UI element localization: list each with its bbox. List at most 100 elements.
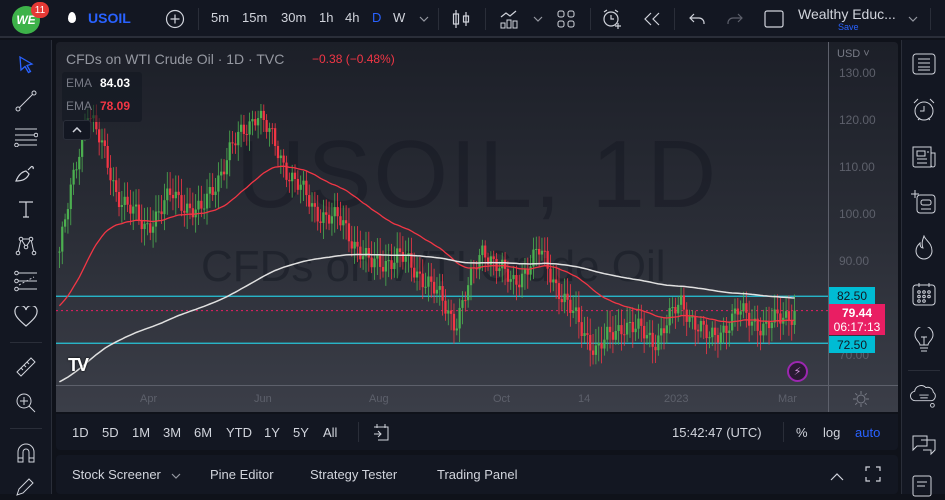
icon-tool[interactable]	[13, 304, 39, 330]
chart-type-button[interactable]	[450, 8, 472, 30]
alert-button[interactable]	[601, 8, 623, 30]
percent-scale-toggle[interactable]: %	[796, 425, 808, 440]
lightning-icon: ⚡	[793, 366, 802, 378]
zoom-in-tool[interactable]	[13, 390, 39, 416]
divider	[930, 8, 931, 30]
fullscreen-toggle-button[interactable]	[763, 8, 785, 30]
oil-drop-icon	[68, 12, 76, 23]
notification-badge: 11	[31, 2, 49, 18]
hotlists-button[interactable]	[910, 234, 938, 262]
candlestick-chart[interactable]	[56, 42, 828, 385]
time-tick: Mar	[778, 393, 797, 405]
brush-tool[interactable]	[13, 160, 39, 186]
text-tool[interactable]	[13, 196, 39, 222]
expand-panel-button[interactable]	[830, 468, 844, 486]
ideas-button[interactable]	[910, 326, 938, 354]
flash-button[interactable]: ⚡	[787, 361, 808, 382]
indicators-button[interactable]	[498, 8, 520, 30]
trend-line-tool[interactable]	[13, 88, 39, 114]
divider	[908, 370, 940, 371]
interval-d[interactable]: D	[372, 10, 382, 25]
range-1y[interactable]: 1Y	[264, 425, 280, 440]
redo-icon	[727, 13, 743, 24]
layout-name[interactable]: Wealthy Educ...	[798, 6, 896, 22]
alerts-button[interactable]	[910, 96, 938, 124]
symbol-search-button[interactable]: USOIL	[88, 10, 131, 26]
range-6m[interactable]: 6M	[194, 425, 213, 440]
undo-button[interactable]	[686, 8, 708, 30]
save-link[interactable]: Save	[838, 22, 859, 32]
interval-4h[interactable]: 4h	[345, 10, 360, 25]
magnet-tool[interactable]	[13, 440, 39, 466]
auto-scale-toggle[interactable]: auto	[855, 425, 881, 440]
layout-button[interactable]	[555, 8, 577, 30]
bar-countdown: 06:17:13	[833, 319, 881, 334]
range-5y[interactable]: 5Y	[293, 425, 309, 440]
interval-dropdown[interactable]	[413, 8, 435, 30]
interval-15m[interactable]: 15m	[242, 10, 268, 25]
cursor-tool[interactable]	[13, 52, 39, 78]
interval-5m[interactable]: 5m	[211, 10, 230, 25]
ema-fast-label[interactable]: EMA	[66, 99, 93, 113]
lock-drawings-tool[interactable]	[13, 474, 39, 500]
calendar-button[interactable]	[910, 280, 938, 308]
chart-settings-button[interactable]	[853, 391, 869, 412]
layout-dropdown[interactable]	[902, 8, 924, 30]
compare-add-symbol-button[interactable]	[164, 8, 186, 30]
divider	[674, 8, 675, 30]
range-1d[interactable]: 1D	[72, 425, 89, 440]
current-price-label: 79.44 06:17:13	[829, 304, 885, 335]
notes-button[interactable]	[910, 472, 938, 500]
divider	[198, 8, 199, 30]
tab-strategy-tester[interactable]: Strategy Tester	[310, 467, 398, 482]
price-axis[interactable]: USD ˅ 130.00 120.00 110.00 100.00 90.00 …	[828, 42, 898, 385]
trend-line-icon	[15, 90, 37, 112]
interval-30m[interactable]: 30m	[281, 10, 307, 25]
range-1m[interactable]: 1M	[132, 425, 151, 440]
maximize-panel-button[interactable]	[865, 466, 881, 487]
range-ytd[interactable]: YTD	[226, 425, 252, 440]
watchlist-button[interactable]	[910, 50, 938, 78]
pencil-lock-icon	[16, 478, 34, 496]
clock-timezone[interactable]: 15:42:47 (UTC)	[672, 425, 762, 440]
pattern-tool[interactable]	[13, 232, 39, 258]
ema-slow-label[interactable]: EMA	[66, 76, 93, 90]
collapse-legend-button[interactable]	[63, 120, 91, 140]
date-range-toolbar: 1D 5D 1M 3M 6M YTD 1Y 5Y All 15:42:47 (U…	[56, 414, 898, 450]
interval-1h[interactable]: 1h	[319, 10, 334, 25]
currency-selector[interactable]: USD ˅	[837, 48, 870, 60]
tab-pine-editor[interactable]: Pine Editor	[210, 467, 274, 482]
forecast-icon	[14, 270, 37, 292]
chart-pane[interactable]: USOIL, 1D CFDs on WTI Crude Oil CFDs on …	[56, 42, 898, 412]
interval-w[interactable]: W	[393, 10, 406, 25]
horizontal-lines-tool[interactable]	[13, 124, 39, 150]
go-to-date-button[interactable]	[373, 423, 389, 446]
tab-stock-screener[interactable]: Stock Screener	[72, 467, 181, 482]
tradingview-logo[interactable]: TV	[68, 355, 89, 375]
time-tick: 2023	[664, 393, 689, 405]
time-tick: 14	[578, 393, 591, 405]
messages-button[interactable]	[910, 430, 938, 458]
replay-button[interactable]	[641, 8, 663, 30]
add-widget-button[interactable]	[910, 188, 938, 216]
range-5d[interactable]: 5D	[102, 425, 119, 440]
news-button[interactable]	[910, 143, 938, 171]
log-scale-toggle[interactable]: log	[823, 425, 841, 440]
chevron-down-icon	[533, 16, 543, 22]
time-axis[interactable]: Apr Jun Aug Oct 14 2023 Mar	[56, 385, 898, 412]
divider	[590, 8, 591, 30]
drawing-toolbar	[0, 40, 52, 496]
redo-button[interactable]	[724, 8, 746, 30]
measure-tool[interactable]	[13, 354, 39, 380]
chats-button[interactable]	[910, 382, 938, 410]
indicators-dropdown[interactable]	[527, 8, 549, 30]
range-3m[interactable]: 3M	[163, 425, 182, 440]
tab-trading-panel[interactable]: Trading Panel	[437, 467, 518, 482]
chevron-down-icon	[908, 16, 918, 22]
magnet-icon	[17, 443, 35, 463]
top-toolbar: WE 11 USOIL 5m 15m 30m 1h 4h D W Wealthy	[0, 0, 945, 38]
fullscreen-icon	[865, 466, 881, 482]
range-all[interactable]: All	[323, 425, 338, 440]
divider	[10, 342, 42, 343]
prediction-tool[interactable]	[13, 268, 39, 294]
